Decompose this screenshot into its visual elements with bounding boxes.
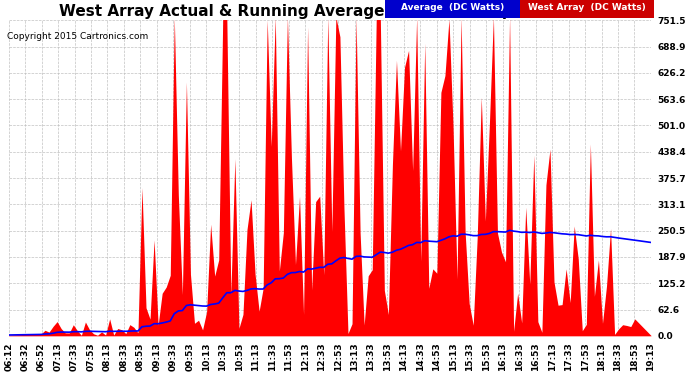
Text: Copyright 2015 Cartronics.com: Copyright 2015 Cartronics.com <box>7 32 148 41</box>
Text: West Array  (DC Watts): West Array (DC Watts) <box>529 3 646 12</box>
Text: Average  (DC Watts): Average (DC Watts) <box>401 3 504 12</box>
Title: West Array Actual & Running Average Power Mon Apr 20 19:30: West Array Actual & Running Average Powe… <box>59 4 601 19</box>
